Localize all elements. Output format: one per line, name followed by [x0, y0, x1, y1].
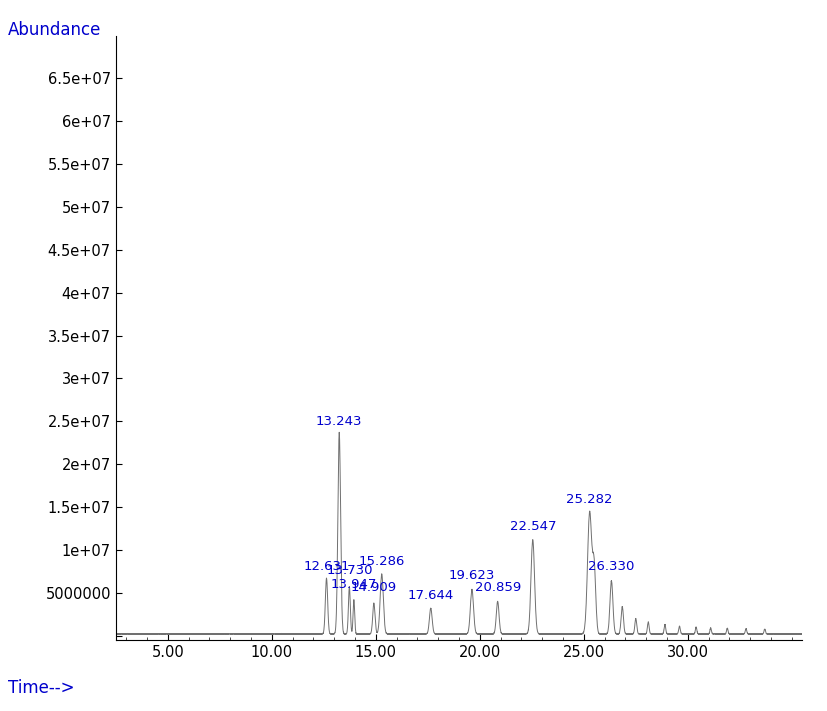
Text: 20.859: 20.859 [475, 581, 521, 594]
Text: 12.631: 12.631 [304, 560, 350, 573]
Text: 15.286: 15.286 [359, 555, 405, 568]
Text: 19.623: 19.623 [449, 570, 495, 582]
Text: 26.330: 26.330 [588, 560, 634, 573]
Text: 14.909: 14.909 [351, 582, 397, 594]
Text: Time-->: Time--> [8, 679, 75, 697]
Text: 13.947: 13.947 [331, 578, 377, 591]
Text: 25.282: 25.282 [566, 493, 613, 506]
Text: 17.644: 17.644 [408, 589, 454, 602]
Text: 13.243: 13.243 [316, 415, 362, 428]
Text: Abundance: Abundance [8, 21, 102, 39]
Text: 13.730: 13.730 [326, 565, 373, 577]
Text: 22.547: 22.547 [509, 520, 556, 533]
